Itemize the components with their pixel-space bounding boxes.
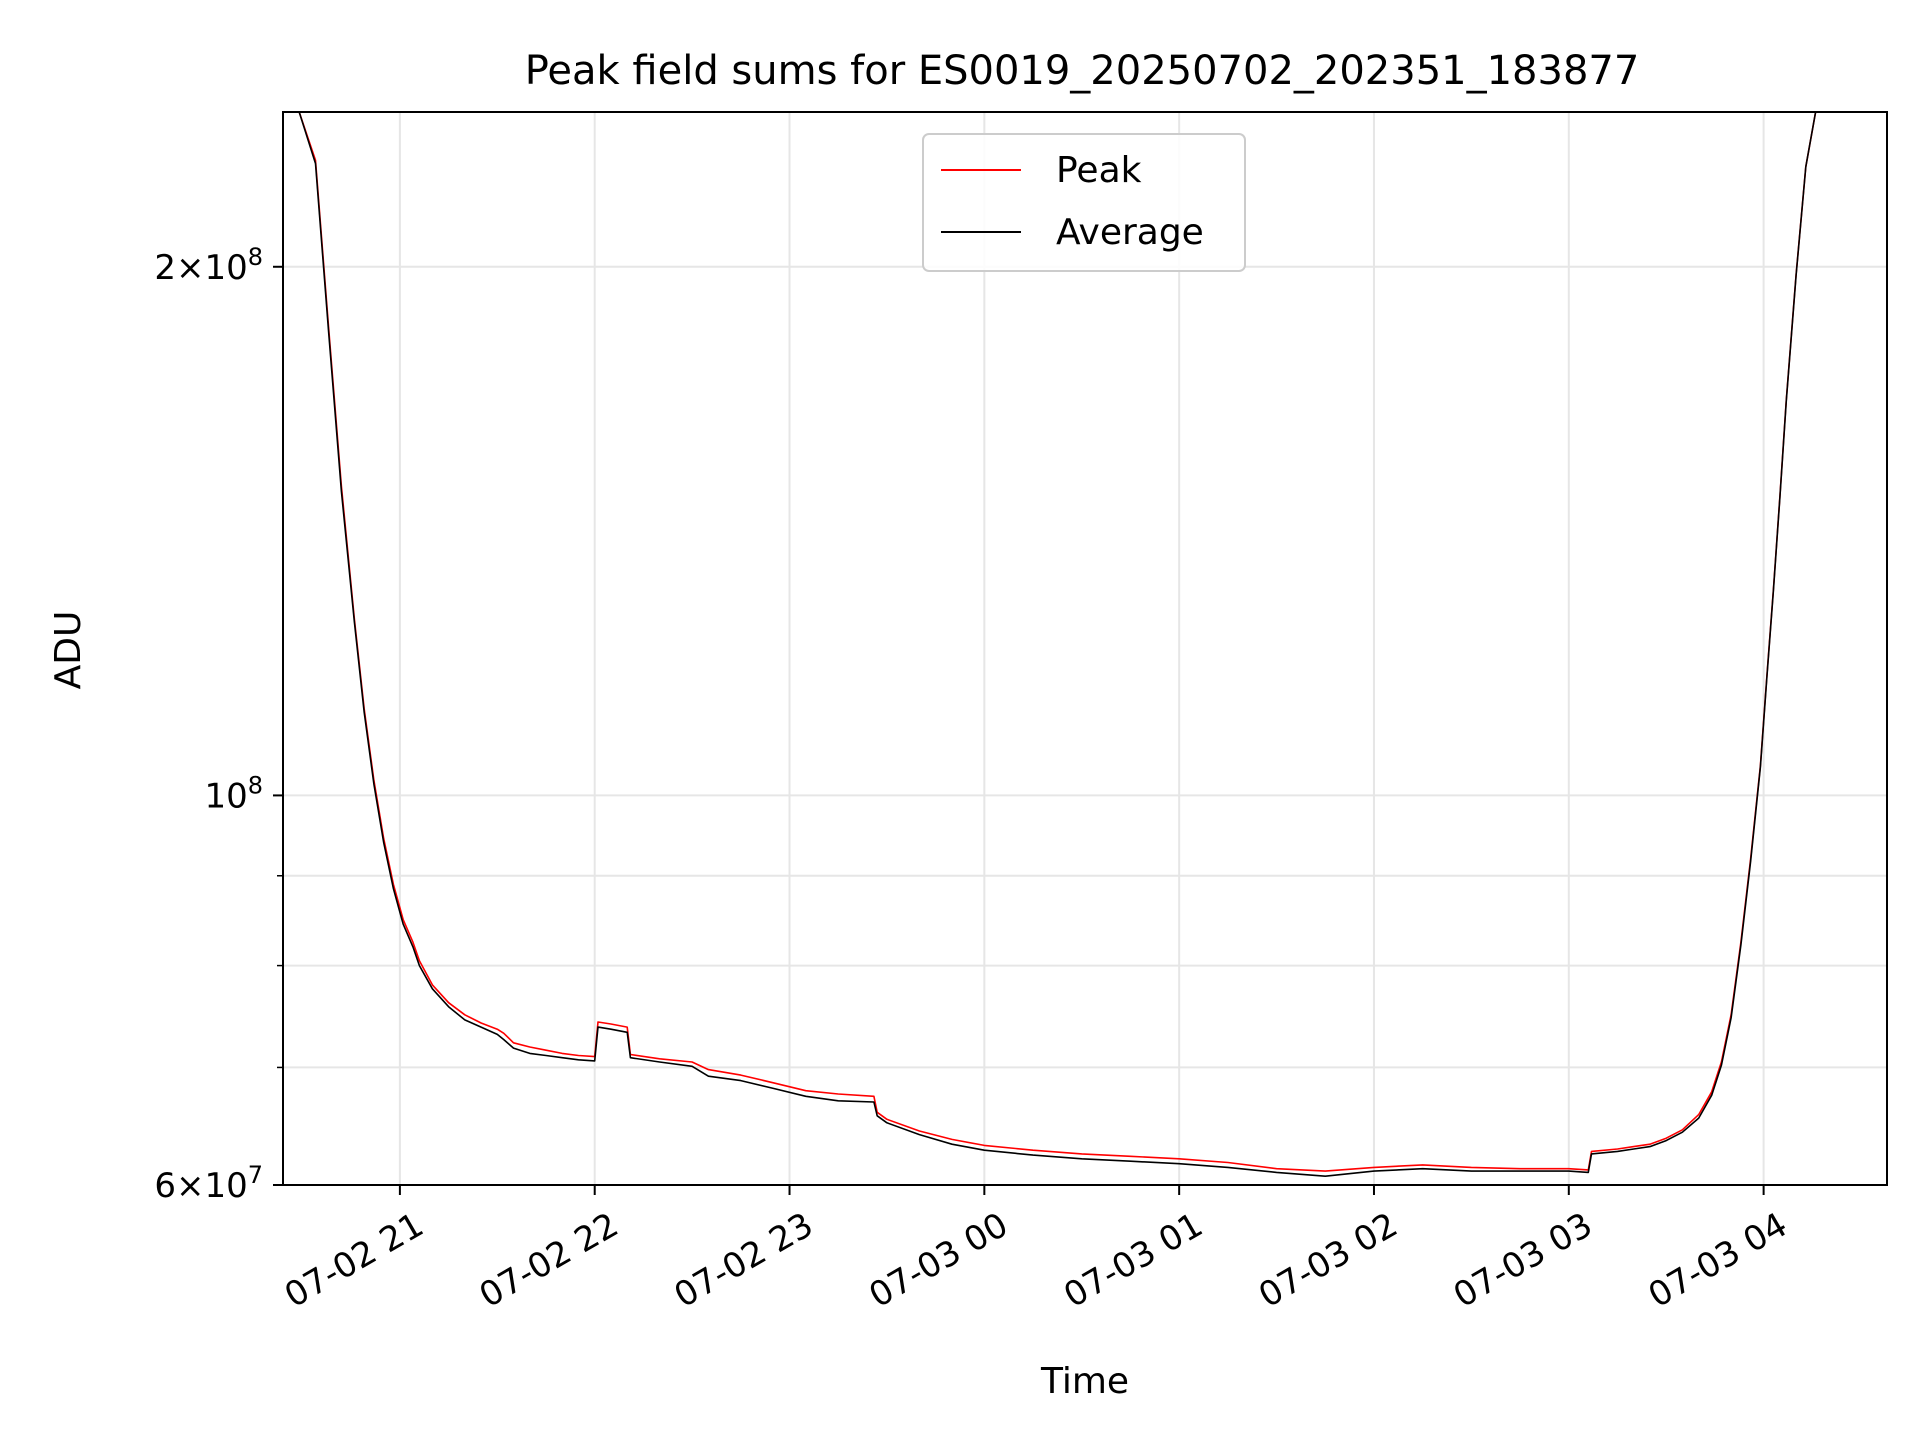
chart-title: Peak field sums for ES0019_20250702_2023…: [525, 48, 1640, 94]
y-tick-label: 2×108: [154, 243, 263, 288]
series-layer: [283, 112, 1829, 1177]
legend-peak-label: Peak: [1056, 150, 1142, 191]
y-tick-label: 6×107: [154, 1161, 263, 1206]
series-line-peak: [283, 112, 1829, 1172]
legend-average-label: Average: [1056, 212, 1204, 253]
x-axis-label: Time: [1040, 1361, 1129, 1402]
y-axis: 6×107 108 2×108: [154, 243, 283, 1206]
y-axis-label: ADU: [48, 611, 89, 690]
y-tick-label: 108: [204, 771, 263, 816]
legend: Peak Average: [922, 133, 1246, 272]
series-line-average: [283, 112, 1829, 1177]
plot-frame: [282, 111, 1888, 1186]
legend-box: [922, 133, 1246, 272]
